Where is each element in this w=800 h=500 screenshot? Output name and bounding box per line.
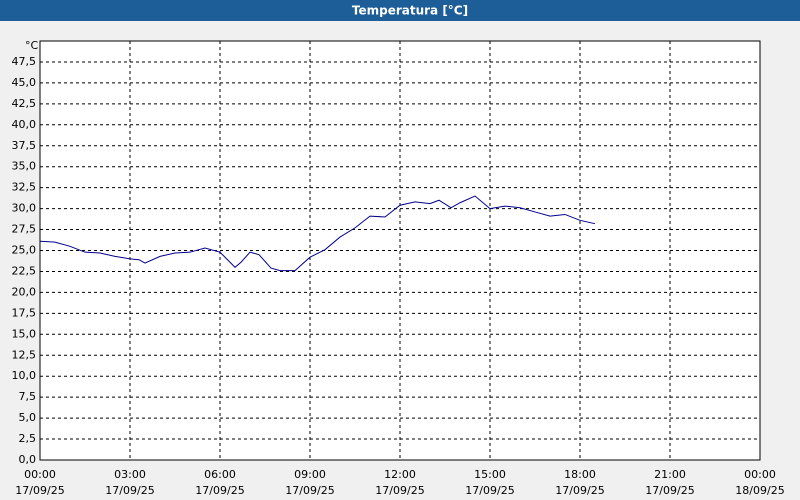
y-tick-label: 45,0 <box>12 76 37 89</box>
y-tick-label: 35,0 <box>12 160 37 173</box>
x-tick-date: 17/09/25 <box>15 484 64 497</box>
y-tick-label: 12,5 <box>12 348 37 361</box>
x-tick-date: 17/09/25 <box>645 484 694 497</box>
y-tick-label: 7,5 <box>19 390 37 403</box>
x-tick-date: 17/09/25 <box>105 484 154 497</box>
x-tick-date: 18/09/25 <box>735 484 784 497</box>
y-tick-label: 32,5 <box>12 181 37 194</box>
y-unit: °C <box>25 39 39 52</box>
x-tick-label: 18:00 <box>564 468 596 481</box>
y-tick-label: 20,0 <box>12 285 37 298</box>
y-tick-label: 2,5 <box>19 432 37 445</box>
x-tick-label: 12:00 <box>384 468 416 481</box>
y-tick-label: 37,5 <box>12 139 37 152</box>
y-tick-label: 30,0 <box>12 202 37 215</box>
y-tick-label: 22,5 <box>12 264 37 277</box>
x-tick-date: 17/09/25 <box>465 484 514 497</box>
y-tick-label: 27,5 <box>12 223 37 236</box>
x-tick-date: 17/09/25 <box>285 484 334 497</box>
x-tick-label: 00:00 <box>744 468 776 481</box>
series-line <box>39 195 596 272</box>
y-tick-label: 5,0 <box>19 411 37 424</box>
y-tick-label: 42,5 <box>12 97 37 110</box>
y-tick-label: 10,0 <box>12 369 37 382</box>
y-tick-label: 17,5 <box>12 306 37 319</box>
y-tick-label: 47,5 <box>12 55 37 68</box>
y-tick-label: 40,0 <box>12 118 37 131</box>
x-tick-label: 00:00 <box>24 468 56 481</box>
y-tick-label: 25,0 <box>12 244 37 257</box>
x-tick-label: 03:00 <box>114 468 146 481</box>
x-tick-label: 21:00 <box>654 468 686 481</box>
y-tick-label: 0,0 <box>19 453 37 466</box>
chart-title: Temperatura [°C] <box>352 4 468 18</box>
plot-border <box>39 40 761 461</box>
y-tick-label: 15,0 <box>12 327 37 340</box>
x-tick-date: 17/09/25 <box>195 484 244 497</box>
x-tick-date: 17/09/25 <box>375 484 424 497</box>
x-tick-label: 15:00 <box>474 468 506 481</box>
x-tick-date: 17/09/25 <box>555 484 604 497</box>
x-tick-label: 06:00 <box>204 468 236 481</box>
x-tick-label: 09:00 <box>294 468 326 481</box>
title-bar <box>0 0 800 21</box>
